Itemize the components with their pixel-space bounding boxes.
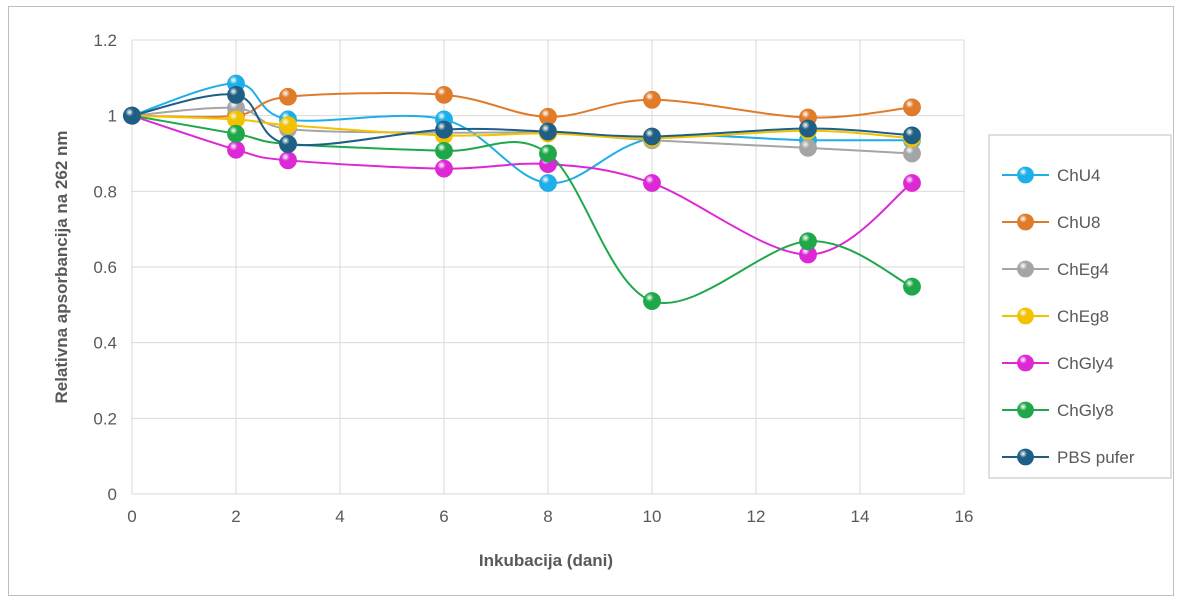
legend-marker [1017,213,1034,231]
legend-marker [1017,401,1034,419]
legend: ChU4 ChU8 ChEg4 ChEg8 ChGly4 ChGly8 PBS pufer [988,134,1172,479]
legend-marker [1017,307,1034,325]
axis-ticks: 0 0.2 0.4 0.6 0.8 1 1.2 0 2 4 6 8 10 12 14 16 [93,31,973,526]
data-point [903,174,921,192]
x-tick-label: 12 [747,507,766,526]
data-point [227,124,245,143]
legend-marker [1017,166,1034,184]
y-tick-label: 0.8 [93,182,117,201]
series-line-cheg8 [131,114,913,140]
x-tick-label: 0 [127,507,136,526]
y-tick-label: 0.6 [93,258,117,277]
data-point [643,174,661,192]
series-line-chu8 [131,92,913,119]
y-tick-label: 1.2 [93,31,117,50]
x-tick-label: 4 [335,507,344,526]
chart-svg: 0 0.2 0.4 0.6 0.8 1 1.2 0 2 4 6 8 10 12 14 16 Inkubacij… [52,31,1172,570]
x-tick-label: 6 [439,507,448,526]
data-point [435,85,453,104]
series-line-chgly8 [131,114,913,304]
data-point [435,141,453,160]
legend-box [988,134,1172,479]
legend-marker [1017,260,1034,278]
x-tick-label: 16 [955,507,974,526]
y-axis-title: Relativna apsorbancija na 262 nm [52,130,71,403]
legend-label: ChU8 [1057,213,1100,232]
x-tick-label: 8 [543,507,552,526]
data-point [903,126,921,145]
legend-label: ChEg4 [1057,260,1109,279]
series-markers [123,74,921,310]
data-point [903,277,921,296]
x-axis-title: Inkubacija (dani) [479,551,613,570]
series-line-chu4 [131,82,913,185]
data-point [279,116,297,135]
data-point [903,98,921,117]
data-point [643,90,661,109]
data-point [123,106,141,125]
data-point [799,138,817,157]
y-tick-label: 0 [108,485,117,504]
data-point [903,144,921,163]
legend-label: ChEg8 [1057,307,1109,326]
legend-marker [1017,448,1034,466]
data-point [539,174,557,192]
series-line-pbs-pufer [131,93,913,147]
data-point [227,140,245,159]
data-point [279,87,297,106]
legend-label: ChGly8 [1057,401,1114,420]
data-point [799,232,817,251]
data-point [539,144,557,163]
data-point [799,119,817,138]
y-tick-label: 0.4 [93,334,117,353]
x-tick-label: 10 [643,507,662,526]
series-line-cheg4 [131,106,913,155]
x-tick-label: 14 [851,507,870,526]
data-point [643,127,661,146]
data-point [643,292,661,310]
data-point [227,85,245,104]
data-point [279,151,297,170]
y-tick-label: 1 [108,107,117,126]
legend-label: ChU4 [1057,166,1100,185]
chart-area: 0 0.2 0.4 0.6 0.8 1 1.2 0 2 4 6 8 10 12 14 16 Inkubacij… [8,6,1174,596]
legend-label: ChGly4 [1057,354,1114,373]
data-point [435,159,453,178]
data-point [435,120,453,139]
x-tick-label: 2 [231,507,240,526]
legend-marker [1017,354,1034,372]
series-lines [131,82,913,304]
data-point [539,122,557,141]
legend-label: PBS pufer [1057,448,1135,467]
data-point [279,135,297,153]
y-tick-label: 0.2 [93,409,117,428]
